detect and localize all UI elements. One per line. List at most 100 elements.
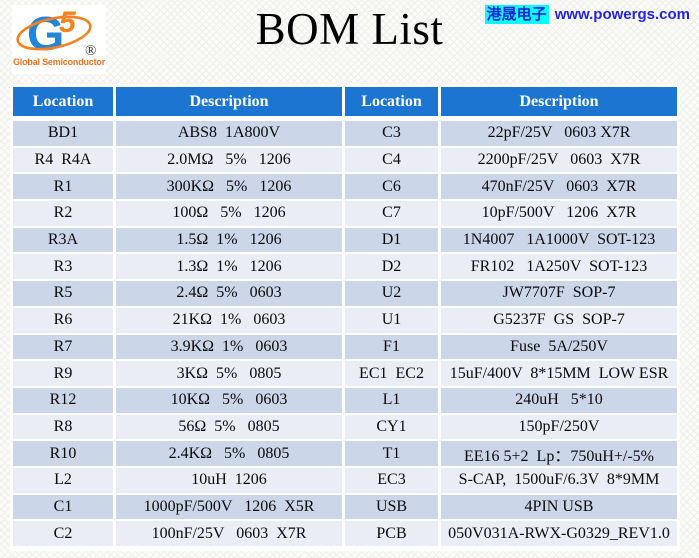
bom-table-body: BD1 ABS8 1A800V C3 22pF/25V 0603 X7R R4 R4A 2… xyxy=(13,121,677,548)
location-cell: USB xyxy=(345,494,441,522)
description-cell: 2200pF/25V 0603 X7R xyxy=(441,147,677,175)
location-cell: EC1 EC2 xyxy=(345,361,441,388)
bom-table-header: Location Description Location Descriptio… xyxy=(13,87,677,121)
location-cell: U2 xyxy=(345,281,441,308)
location-cell: T1 xyxy=(345,441,441,468)
table-row: R3 1.3Ω 1% 1206 D2 FR102 1A250V SOT-123 xyxy=(13,254,677,282)
logo-digit-5: 5 xyxy=(59,6,77,39)
site-banner: 港晟电子 www.powergs.com xyxy=(484,3,690,24)
description-cell: 1000pF/500V 1206 X5R xyxy=(116,494,345,522)
location-cell: PCB xyxy=(345,521,441,548)
location-cell: R4 R4A xyxy=(13,147,116,175)
description-cell: 2.4KΩ 5% 0805 xyxy=(116,441,345,468)
description-cell: 2.0MΩ 5% 1206 xyxy=(116,147,345,175)
table-row: R9 3KΩ 5% 0805 EC1 EC2 15uF/400V 8*15MM LOW… xyxy=(13,361,677,388)
description-cell: 240uH 5*10 xyxy=(441,387,677,415)
site-url-link[interactable]: www.powergs.com xyxy=(554,6,690,23)
description-cell: 10pF/500V 1206 X7R xyxy=(441,201,677,228)
location-cell: R7 xyxy=(13,334,116,362)
column-header-description-right: Description xyxy=(441,87,677,121)
location-cell: R3 xyxy=(13,254,116,282)
location-cell: D1 xyxy=(345,227,441,255)
description-cell: G5237F GS SOP-7 xyxy=(441,307,677,335)
location-cell: C1 xyxy=(13,494,116,522)
location-cell: R5 xyxy=(13,281,116,308)
location-cell: F1 xyxy=(345,334,441,362)
table-row: R8 56Ω 5% 0805 CY1 150pF/250V xyxy=(13,414,677,442)
location-cell: U1 xyxy=(345,307,441,335)
table-row: R4 R4A 2.0MΩ 5% 1206 C4 2200pF/25V 0603 X7R xyxy=(13,147,677,175)
registered-trademark-icon: ® xyxy=(85,43,96,57)
location-cell: R9 xyxy=(13,361,116,388)
location-cell: R10 xyxy=(13,441,116,468)
table-row: R7 3.9KΩ 1% 0603 F1 Fuse 5A/250V xyxy=(13,334,677,362)
logo-caption: Global Semiconductor xyxy=(12,57,105,67)
location-cell: D2 xyxy=(345,254,441,282)
table-row: R12 10KΩ 5% 0603 L1 240uH 5*10 xyxy=(13,387,677,415)
description-cell: 150pF/250V xyxy=(441,414,677,442)
location-cell: L1 xyxy=(345,387,441,415)
column-header-description-left: Description xyxy=(116,87,345,121)
description-cell: 10KΩ 5% 0603 xyxy=(116,387,345,415)
location-cell: C2 xyxy=(13,521,116,548)
location-cell: R1 xyxy=(13,174,116,202)
page-header: G 5 ® Global Semiconductor BOM List 港晟电子… xyxy=(0,0,699,84)
table-row: R5 2.4Ω 5% 0603 U2 JW7707F SOP-7 xyxy=(13,281,677,308)
table-row: BD1 ABS8 1A800V C3 22pF/25V 0603 X7R xyxy=(13,121,677,148)
location-cell: C3 xyxy=(345,121,441,148)
location-cell: L2 xyxy=(13,467,116,495)
description-cell: JW7707F SOP-7 xyxy=(441,281,677,308)
description-cell: S-CAP, 1500uF/6.3V 8*9MM xyxy=(441,467,677,495)
location-cell: R3A xyxy=(13,227,116,255)
location-cell: BD1 xyxy=(13,121,116,148)
table-row: C2 100nF/25V 0603 X7R PCB 050V031A-RWX-G032… xyxy=(13,521,677,548)
page-title: BOM List xyxy=(255,4,444,54)
description-cell: 56Ω 5% 0805 xyxy=(116,414,345,442)
bom-table: Location Description Location Descriptio… xyxy=(10,84,680,551)
column-header-location-right: Location xyxy=(345,87,441,121)
description-cell: EE16 5+2 Lp：750uH+/-5% xyxy=(441,441,677,468)
description-cell: ABS8 1A800V xyxy=(116,121,345,148)
location-cell: EC3 xyxy=(345,467,441,495)
description-cell: 3.9KΩ 1% 0603 xyxy=(116,334,345,362)
description-cell: 2.4Ω 5% 0603 xyxy=(116,281,345,308)
description-cell: 300KΩ 5% 1206 xyxy=(116,174,345,202)
description-cell: 3KΩ 5% 0805 xyxy=(116,361,345,388)
company-logo: G 5 ® Global Semiconductor xyxy=(12,5,106,74)
description-cell: 470nF/25V 0603 X7R xyxy=(441,174,677,202)
location-cell: R8 xyxy=(13,414,116,442)
description-cell: FR102 1A250V SOT-123 xyxy=(441,254,677,282)
header-row: Location Description Location Descriptio… xyxy=(13,87,677,121)
location-cell: R6 xyxy=(13,307,116,335)
location-cell: C4 xyxy=(345,147,441,175)
table-row: L2 10uH 1206 EC3 S-CAP, 1500uF/6.3V 8*9MM xyxy=(13,467,677,495)
description-cell: 1.5Ω 1% 1206 xyxy=(116,227,345,255)
table-row: R3A 1.5Ω 1% 1206 D1 1N4007 1A1000V SOT-123 xyxy=(13,227,677,255)
location-cell: R12 xyxy=(13,387,116,415)
description-cell: 1N4007 1A1000V SOT-123 xyxy=(441,227,677,255)
location-cell: C7 xyxy=(345,201,441,228)
site-brand-highlight: 港晟电子 xyxy=(484,5,549,24)
location-cell: CY1 xyxy=(345,414,441,442)
g5-logo-mark: G 5 ® xyxy=(16,6,96,57)
logo-ellipse-swoosh xyxy=(16,15,92,51)
description-cell: 100nF/25V 0603 X7R xyxy=(116,521,345,548)
description-cell: 1.3Ω 1% 1206 xyxy=(116,254,345,282)
description-cell: 10uH 1206 xyxy=(116,467,345,495)
description-cell: 15uF/400V 8*15MM LOW ESR xyxy=(441,361,677,388)
table-row: R2 100Ω 5% 1206 C7 10pF/500V 1206 X7R xyxy=(13,201,677,228)
column-header-location-left: Location xyxy=(13,87,116,121)
table-row: R6 21KΩ 1% 0603 U1 G5237F GS SOP-7 xyxy=(13,307,677,335)
description-cell: Fuse 5A/250V xyxy=(441,334,677,362)
table-row: R1 300KΩ 5% 1206 C6 470nF/25V 0603 X7R xyxy=(13,174,677,202)
table-row: C1 1000pF/500V 1206 X5R USB 4PIN USB xyxy=(13,494,677,522)
description-cell: 21KΩ 1% 0603 xyxy=(116,307,345,335)
location-cell: R2 xyxy=(13,201,116,228)
table-row: R10 2.4KΩ 5% 0805 T1 EE16 5+2 Lp：750uH+/-5% xyxy=(13,441,677,468)
description-cell: 100Ω 5% 1206 xyxy=(116,201,345,228)
description-cell: 22pF/25V 0603 X7R xyxy=(441,121,677,148)
location-cell: C6 xyxy=(345,174,441,202)
description-cell: 050V031A-RWX-G0329_REV1.0 xyxy=(441,521,677,548)
description-cell: 4PIN USB xyxy=(441,494,677,522)
